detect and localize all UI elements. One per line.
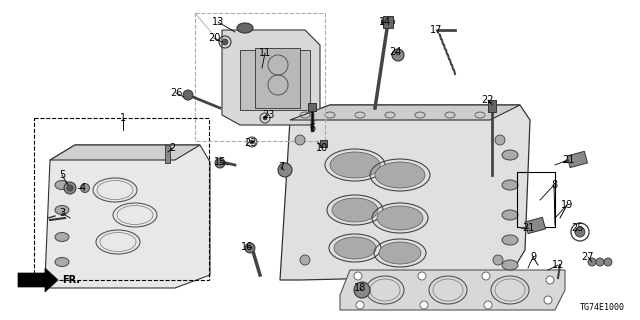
Ellipse shape [379, 242, 421, 264]
Ellipse shape [332, 198, 378, 222]
Ellipse shape [67, 185, 73, 191]
Text: 16: 16 [241, 242, 253, 252]
Circle shape [354, 282, 370, 298]
Text: 5: 5 [59, 170, 65, 180]
Bar [567, 151, 588, 168]
Text: 11: 11 [259, 48, 271, 58]
Text: 7: 7 [278, 162, 284, 172]
Polygon shape [222, 30, 320, 125]
Polygon shape [240, 50, 310, 110]
Circle shape [263, 116, 267, 120]
Polygon shape [50, 145, 200, 160]
Ellipse shape [64, 182, 76, 194]
Circle shape [596, 258, 604, 266]
Circle shape [250, 140, 254, 144]
Circle shape [300, 255, 310, 265]
Bar [308, 103, 316, 111]
Bar [525, 217, 545, 234]
Bar [383, 16, 393, 28]
Text: 9: 9 [530, 252, 536, 262]
Circle shape [245, 243, 255, 253]
Ellipse shape [81, 183, 90, 193]
Polygon shape [340, 270, 565, 310]
Text: 25: 25 [572, 223, 584, 233]
Text: 21: 21 [562, 155, 574, 165]
Ellipse shape [55, 233, 69, 242]
Text: 18: 18 [354, 283, 366, 293]
Ellipse shape [502, 150, 518, 160]
Text: 13: 13 [212, 17, 224, 27]
Polygon shape [280, 105, 530, 280]
Circle shape [354, 272, 362, 280]
Circle shape [546, 276, 554, 284]
Polygon shape [45, 145, 210, 288]
Circle shape [484, 301, 492, 309]
Text: 10: 10 [316, 143, 328, 153]
Ellipse shape [502, 180, 518, 190]
Text: 17: 17 [430, 25, 442, 35]
Text: 3: 3 [59, 208, 65, 218]
Circle shape [420, 301, 428, 309]
Ellipse shape [55, 205, 69, 214]
Text: 19: 19 [561, 200, 573, 210]
Ellipse shape [330, 152, 380, 178]
Bar [488, 100, 496, 112]
Text: 4: 4 [80, 183, 86, 193]
Circle shape [392, 49, 404, 61]
Ellipse shape [55, 258, 69, 267]
Text: 23: 23 [262, 110, 274, 120]
Polygon shape [255, 48, 300, 108]
Ellipse shape [55, 180, 69, 189]
Bar [195, 13, 325, 141]
Ellipse shape [502, 235, 518, 245]
Text: 8: 8 [551, 180, 557, 190]
Circle shape [544, 296, 552, 304]
Text: 6: 6 [309, 123, 315, 133]
Circle shape [183, 90, 193, 100]
Text: 12: 12 [552, 260, 564, 270]
Circle shape [222, 39, 228, 45]
Text: 23: 23 [244, 138, 256, 148]
Polygon shape [18, 268, 58, 292]
Text: TG74E1000: TG74E1000 [580, 303, 625, 312]
Text: 27: 27 [582, 252, 595, 262]
Text: 2: 2 [169, 143, 175, 153]
Text: 14: 14 [379, 17, 391, 27]
Text: 24: 24 [389, 47, 401, 57]
Ellipse shape [502, 210, 518, 220]
Ellipse shape [377, 206, 423, 230]
Circle shape [278, 163, 292, 177]
Ellipse shape [375, 162, 425, 188]
Text: 15: 15 [214, 157, 226, 167]
Circle shape [295, 135, 305, 145]
Text: 22: 22 [482, 95, 494, 105]
Text: 21: 21 [522, 223, 534, 233]
Text: 20: 20 [208, 33, 220, 43]
Circle shape [495, 135, 505, 145]
Ellipse shape [502, 260, 518, 270]
Circle shape [418, 272, 426, 280]
Ellipse shape [237, 23, 253, 33]
Ellipse shape [334, 237, 376, 259]
Circle shape [356, 301, 364, 309]
Circle shape [604, 258, 612, 266]
Bar [320, 140, 327, 147]
Text: FR.: FR. [62, 275, 80, 285]
Polygon shape [290, 105, 520, 120]
Bar [34, 118, 209, 280]
Circle shape [588, 258, 596, 266]
Circle shape [482, 272, 490, 280]
Bar [517, 172, 555, 227]
Circle shape [215, 158, 225, 168]
Bar [165, 145, 170, 163]
Circle shape [575, 227, 585, 237]
Text: 1: 1 [120, 113, 126, 123]
Circle shape [493, 255, 503, 265]
Text: 26: 26 [170, 88, 182, 98]
